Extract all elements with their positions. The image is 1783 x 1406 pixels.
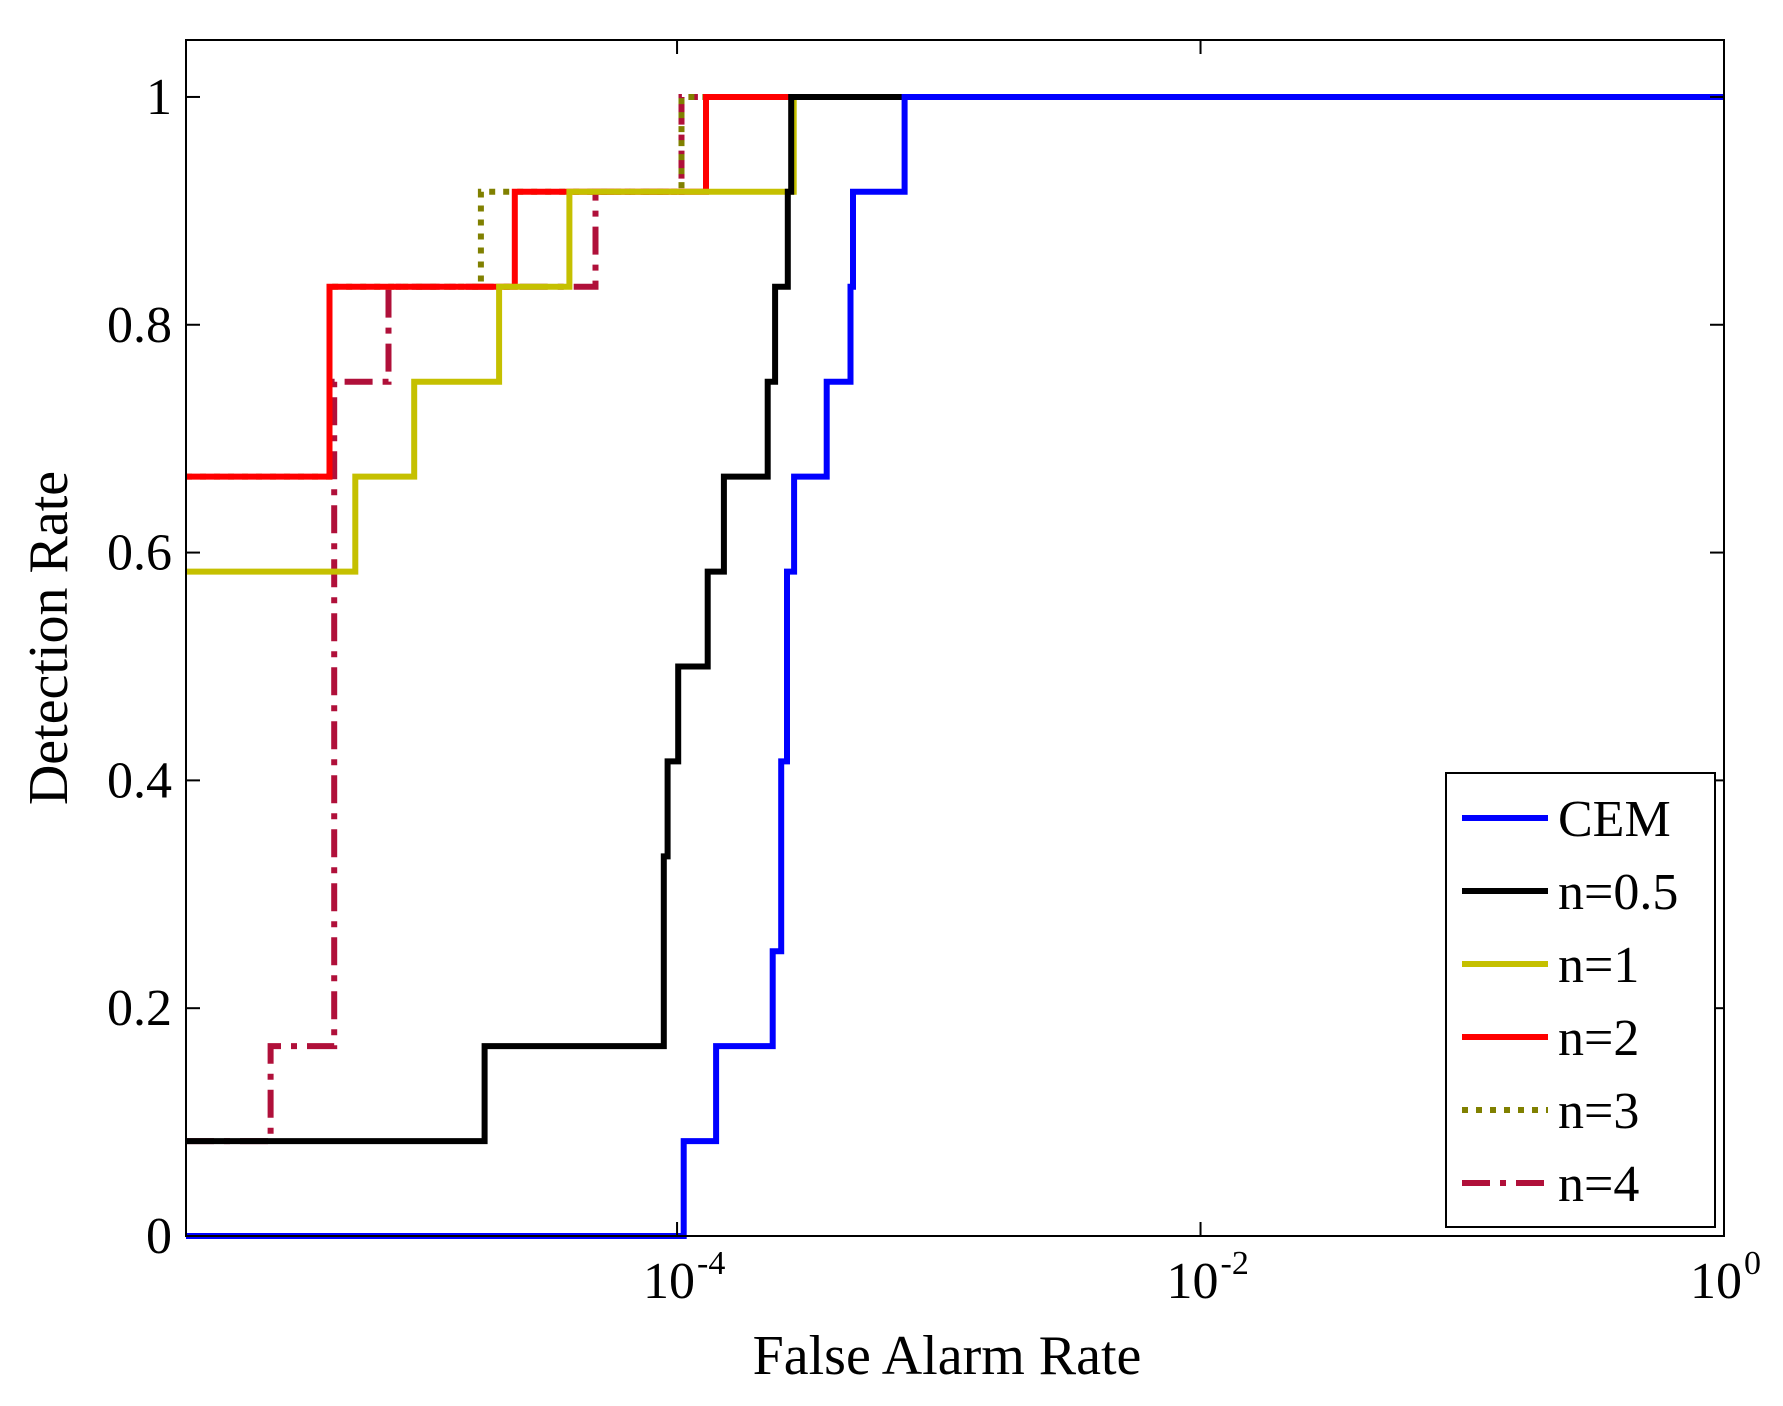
legend-label-4: n=3 [1558,1083,1639,1140]
y-axis-label: Detection Rate [18,471,80,805]
legend-box [1445,772,1716,1228]
legend-label-2: n=1 [1558,937,1639,994]
legend-label-0: CEM [1558,791,1671,848]
x-tick-base: 10 [1690,1253,1742,1310]
y-tick-label: 0.4 [107,752,172,809]
x-tick-exponent: 0 [1744,1245,1761,1282]
series-line-0 [186,94,1724,1239]
legend-label-3: n=2 [1558,1010,1639,1067]
series-line-4 [186,94,1724,480]
x-tick-exponent: -2 [1221,1245,1249,1282]
legend-label-5: n=4 [1558,1156,1639,1213]
x-tick-label: 10 -2 [1167,1245,1249,1310]
x-tick-exponent: -4 [697,1245,725,1282]
series-line-5 [186,94,1724,1145]
series-layer [186,94,1724,1239]
y-tick-label: 0.6 [107,525,172,582]
x-tick-label: 10 0 [1690,1245,1761,1310]
plot-frame [185,39,1725,1237]
y-tick-label: 0.2 [107,980,172,1037]
x-axis: 10 -4 10 -2 10 0 [643,40,1761,1310]
x-tick-base: 10 [1167,1253,1219,1310]
y-tick-label: 0.8 [107,297,172,354]
legend: CEM n=0.5 n=1 n=2 n=3 n=4 [1445,772,1716,1228]
series-line-1 [186,94,1724,1145]
y-tick-label: 0 [146,1208,172,1265]
legend-label-1: n=0.5 [1558,864,1678,921]
x-axis-label: False Alarm Rate [753,1325,1142,1387]
y-tick-label: 1 [146,69,172,126]
x-tick-label: 10 -4 [643,1245,725,1310]
series-line-3 [186,94,1724,480]
x-tick-base: 10 [643,1253,695,1310]
y-axis: 0 0.2 0.4 0.6 0.8 1 [107,69,1724,1265]
